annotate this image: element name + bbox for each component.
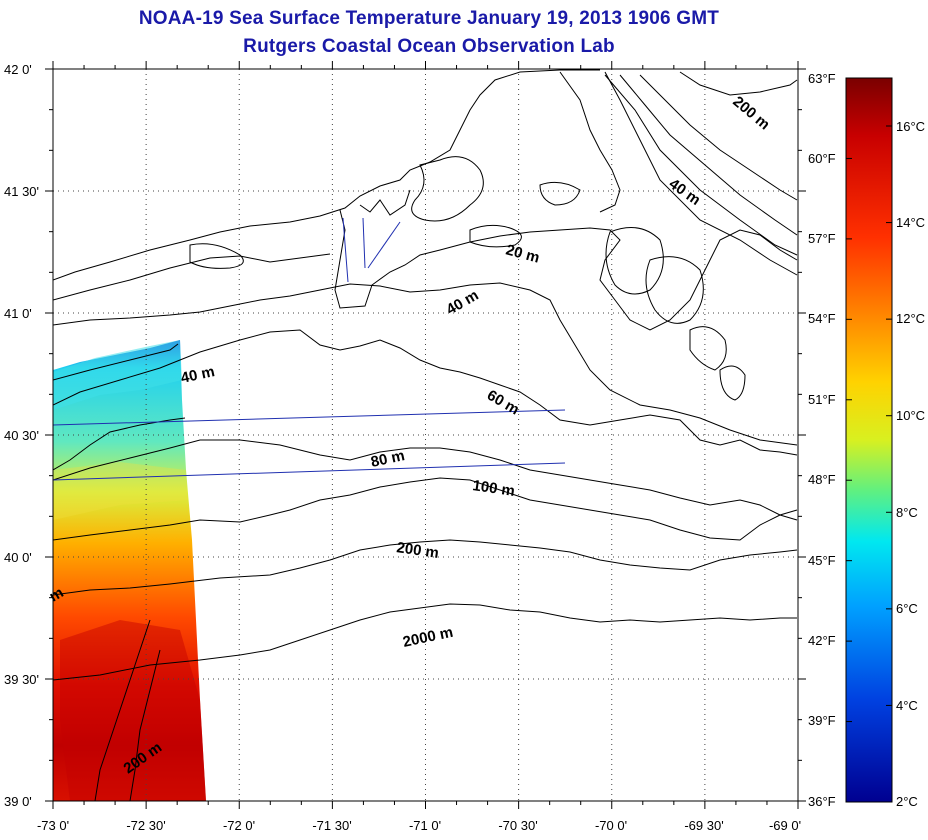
lon-tick-label: -72 0' (222, 818, 256, 833)
map-subtitle: Rutgers Coastal Ocean Observation Lab (243, 36, 615, 57)
lat-tick-label: 40 0' (4, 550, 32, 565)
lat-tick-label: 41 30' (4, 184, 40, 199)
graticule (53, 69, 798, 801)
lon-tick-label: -70 0' (594, 818, 628, 833)
lon-tick-label: -73 0' (36, 818, 70, 833)
contour-label: 40 m (666, 175, 704, 209)
colorbar-c-label: 16°C (896, 119, 926, 134)
lon-tick-label: -70 30' (498, 818, 538, 833)
colorbar-c-label: 8°C (896, 505, 918, 520)
colorbar-c-label: 12°C (896, 311, 926, 326)
contour-label: 200 m (395, 539, 439, 562)
coastline (53, 69, 798, 471)
contour-label: 40 m (444, 287, 482, 319)
lon-tick-label: -71 30' (312, 818, 352, 833)
bathymetry-contours (53, 71, 798, 801)
colorbar-c-label: 10°C (896, 408, 926, 423)
sst-swath (53, 340, 206, 801)
lon-tick-label: -69 30' (684, 818, 724, 833)
contour-label: 200 m (729, 93, 773, 133)
lon-tick-label: -72 30' (126, 818, 166, 833)
colorbar-c-label: 6°C (896, 601, 918, 616)
colorbar-c-label: 14°C (896, 215, 926, 230)
colorbar (845, 77, 893, 803)
colorbar-f-label: 42°F (808, 633, 836, 648)
contour-label: 20 m (504, 241, 541, 266)
lon-tick-label: -69 0' (768, 818, 802, 833)
colorbar-ticks (846, 77, 892, 803)
contour-label: 60 m (484, 387, 522, 419)
colorbar-c-label: 2°C (896, 794, 918, 809)
lat-tick-label: 39 30' (4, 672, 40, 687)
colorbar-f-label: 54°F (808, 311, 836, 326)
colorbar-f-label: 48°F (808, 472, 836, 487)
contour-label: 2000 m (401, 624, 454, 651)
colorbar-f-label: 51°F (808, 392, 836, 407)
lat-tick-label: 40 30' (4, 428, 40, 443)
contour-label: 80 m (369, 447, 406, 471)
transect-lines (52, 217, 566, 481)
frame-ticks (45, 61, 806, 809)
colorbar-f-label: 60°F (808, 151, 836, 166)
lat-tick-label: 41 0' (4, 306, 32, 321)
colorbar-c-label: 4°C (896, 698, 918, 713)
lon-tick-label: -71 0' (408, 818, 442, 833)
contour-label: 40 m (179, 363, 216, 387)
colorbar-f-label: 39°F (808, 713, 836, 728)
contour-label: 100 m (471, 477, 515, 500)
colorbar-f-label: 36°F (808, 794, 836, 809)
lat-tick-label: 39 0' (4, 794, 32, 809)
lat-tick-label: 42 0' (4, 62, 32, 77)
colorbar-f-label: 45°F (808, 553, 836, 568)
colorbar-f-label: 63°F (808, 71, 836, 86)
map-title: NOAA-19 Sea Surface Temperature January … (138, 8, 720, 29)
colorbar-f-label: 57°F (808, 231, 836, 246)
